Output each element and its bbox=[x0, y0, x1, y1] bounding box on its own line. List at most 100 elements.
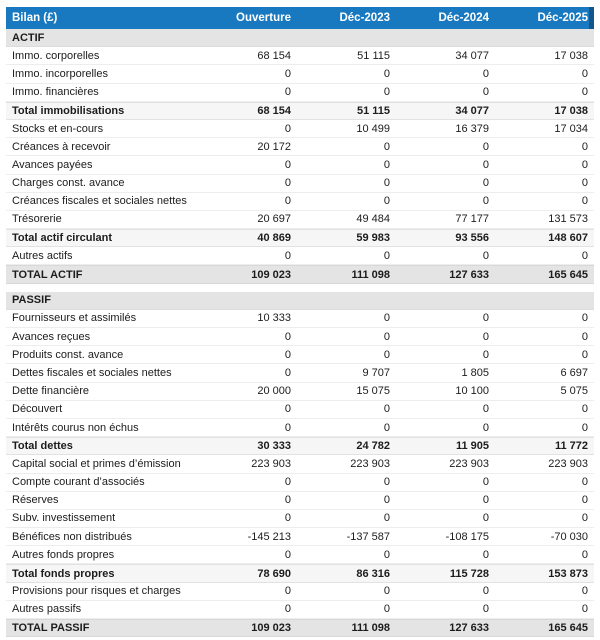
cell-value: 0 bbox=[581, 86, 588, 99]
row-label: Total fonds propres bbox=[12, 567, 115, 580]
cell-value: 0 bbox=[284, 403, 291, 416]
cell-value: 111 098 bbox=[351, 622, 390, 635]
cell-value: 77 177 bbox=[455, 213, 489, 226]
cell-value: 0 bbox=[482, 177, 489, 190]
cell-value: 40 869 bbox=[257, 232, 291, 245]
cell-value: 0 bbox=[284, 366, 291, 379]
table-row: Découvert 0 0 0 0 bbox=[6, 400, 594, 419]
table-row: Autres passifs 0 0 0 0 bbox=[6, 600, 594, 619]
cell-value: 1 805 bbox=[461, 366, 489, 379]
table-row: Provisions pour risques et charges 0 0 0 0 bbox=[6, 582, 594, 601]
row-label: Charges const. avance bbox=[12, 177, 125, 190]
cell-value: 11 905 bbox=[455, 440, 489, 453]
cell-value: 0 bbox=[581, 403, 588, 416]
row-label: Total actif circulant bbox=[12, 232, 113, 245]
cell-value: 78 690 bbox=[257, 567, 291, 580]
column-header-ouverture: Ouverture bbox=[236, 12, 291, 24]
cell-value: 0 bbox=[284, 548, 291, 561]
cell-value: 16 379 bbox=[455, 122, 489, 135]
cell-value: 165 645 bbox=[548, 622, 588, 635]
cell-value: 0 bbox=[284, 195, 291, 208]
row-label: Trésorerie bbox=[12, 213, 62, 226]
cell-value: 0 bbox=[581, 512, 588, 525]
cell-value: 0 bbox=[482, 548, 489, 561]
cell-value: 223 903 bbox=[449, 457, 489, 470]
row-label: Capital social et primes d’émission bbox=[12, 457, 181, 470]
cell-value: 0 bbox=[284, 494, 291, 507]
cell-value: 127 633 bbox=[449, 268, 489, 281]
cell-value: -70 030 bbox=[550, 530, 588, 543]
cell-value: 0 bbox=[383, 177, 390, 190]
cell-value: 0 bbox=[284, 67, 291, 80]
cell-value: 0 bbox=[482, 86, 489, 99]
cell-value: 0 bbox=[482, 512, 489, 525]
cell-value: 10 499 bbox=[356, 122, 390, 135]
cell-value: 0 bbox=[482, 494, 489, 507]
header-right-cap bbox=[589, 7, 594, 29]
row-label: Subv. investissement bbox=[12, 512, 116, 525]
cell-value: 0 bbox=[482, 476, 489, 489]
table-row: Trésorerie 20 697 49 484 77 177 131 573 bbox=[6, 210, 594, 230]
row-label: Total dettes bbox=[12, 440, 73, 453]
cell-value: 0 bbox=[383, 348, 390, 361]
cell-value: 68 154 bbox=[257, 49, 291, 62]
row-label: Créances fiscales et sociales nettes bbox=[12, 195, 187, 208]
cell-value: 0 bbox=[482, 603, 489, 616]
cell-value: 6 697 bbox=[560, 366, 588, 379]
cell-value: 0 bbox=[383, 421, 390, 434]
cell-value: 0 bbox=[284, 122, 291, 135]
table-row: Immo. incorporelles 0 0 0 0 bbox=[6, 65, 594, 84]
cell-value: 0 bbox=[383, 585, 390, 598]
cell-value: 93 556 bbox=[455, 232, 489, 245]
column-header-dec-2023: Déc-2023 bbox=[339, 12, 390, 24]
row-label: Total immobilisations bbox=[12, 104, 125, 117]
cell-value: 109 023 bbox=[251, 268, 291, 281]
cell-value: 0 bbox=[581, 140, 588, 153]
row-label: Compte courant d’associés bbox=[12, 476, 145, 489]
column-header-dec-2025: Déc-2025 bbox=[537, 12, 588, 24]
cell-value: 0 bbox=[383, 548, 390, 561]
cell-value: 51 115 bbox=[356, 104, 390, 117]
cell-value: 165 645 bbox=[548, 268, 588, 281]
cell-value: 0 bbox=[482, 421, 489, 434]
cell-value: 86 316 bbox=[356, 567, 390, 580]
row-label: Autres fonds propres bbox=[12, 548, 115, 561]
cell-value: 0 bbox=[581, 330, 588, 343]
cell-value: 24 782 bbox=[356, 440, 390, 453]
cell-value: 0 bbox=[383, 195, 390, 208]
row-label: Dette financière bbox=[12, 385, 90, 398]
cell-value: 115 728 bbox=[449, 567, 489, 580]
section-header-row: PASSIF bbox=[6, 291, 594, 310]
table-row: Réserves 0 0 0 0 bbox=[6, 491, 594, 510]
row-label: Produits const. avance bbox=[12, 348, 124, 361]
cell-value: 0 bbox=[284, 512, 291, 525]
row-label: Dettes fiscales et sociales nettes bbox=[12, 366, 172, 379]
row-label: Immo. financières bbox=[12, 86, 99, 99]
cell-value: 0 bbox=[482, 312, 489, 325]
table-row: Dettes fiscales et sociales nettes 0 9 707… bbox=[6, 364, 594, 383]
row-label: Stocks et en-cours bbox=[12, 122, 104, 135]
table-row: Avances payées 0 0 0 0 bbox=[6, 156, 594, 175]
table-row: Capital social et primes d’émission 223 9… bbox=[6, 455, 594, 474]
grand-total-row: TOTAL ACTIF 109 023 111 098 127 633 165 645 bbox=[6, 265, 594, 284]
cell-value: 0 bbox=[284, 330, 291, 343]
row-label: Immo. incorporelles bbox=[12, 67, 108, 80]
table-row: Dette financière 20 000 15 075 10 100 5 075 bbox=[6, 382, 594, 401]
row-label: Réserves bbox=[12, 494, 59, 507]
cell-value: 10 333 bbox=[257, 312, 291, 325]
cell-value: 148 607 bbox=[548, 232, 588, 245]
cell-value: 0 bbox=[383, 512, 390, 525]
cell-value: 0 bbox=[284, 421, 291, 434]
table-row: Autres actifs 0 0 0 0 bbox=[6, 247, 594, 266]
table-header-row: Bilan (£) Ouverture Déc-2023 Déc-2024 Dé… bbox=[6, 7, 594, 29]
cell-value: 0 bbox=[482, 158, 489, 171]
row-label: Avances payées bbox=[12, 158, 93, 171]
cell-value: 34 077 bbox=[455, 49, 489, 62]
row-label: Fournisseurs et assimilés bbox=[12, 312, 137, 325]
cell-value: 0 bbox=[482, 585, 489, 598]
cell-value: 0 bbox=[581, 312, 588, 325]
cell-value: 0 bbox=[581, 177, 588, 190]
row-label: ACTIF bbox=[12, 31, 45, 44]
row-label: Autres passifs bbox=[12, 603, 82, 616]
cell-value: 223 903 bbox=[251, 457, 291, 470]
